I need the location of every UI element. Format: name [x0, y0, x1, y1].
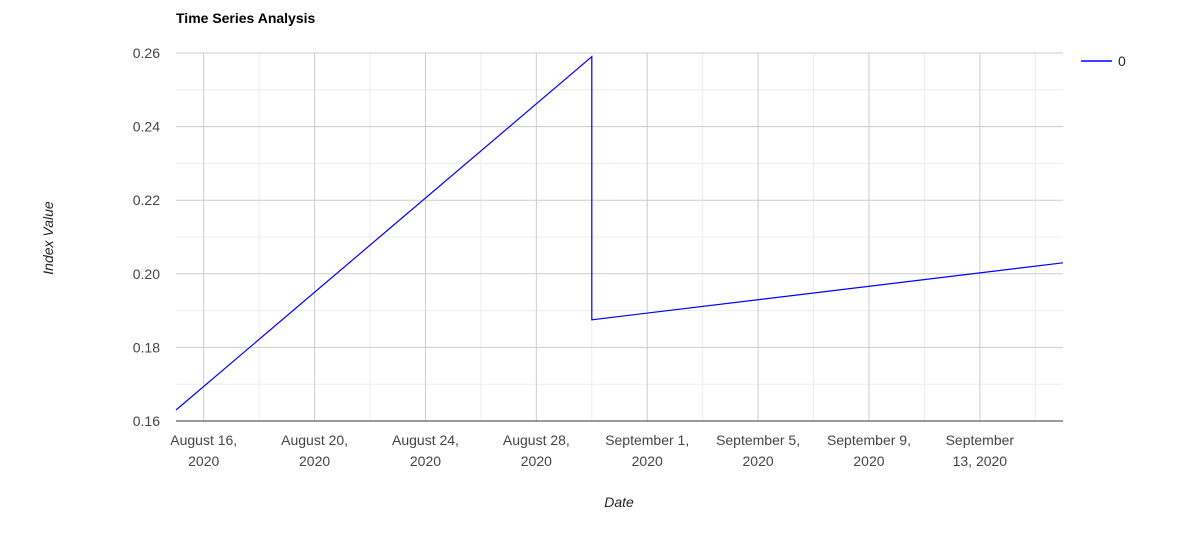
x-tick-label: September 1, 2020: [605, 432, 689, 469]
x-tick-label: August 20, 2020: [281, 432, 348, 469]
y-tick-label: 0.18: [133, 339, 160, 355]
x-tick-label: September 9, 2020: [827, 432, 911, 469]
x-tick-label: September 5, 2020: [716, 432, 800, 469]
y-axis-title: Index Value: [40, 201, 56, 275]
x-axis-ticks: August 16, 2020 August 20, 2020 August 24, 20…: [170, 432, 1014, 469]
y-tick-label: 0.26: [133, 45, 160, 61]
y-tick-label: 0.20: [133, 266, 160, 282]
x-axis-title: Date: [604, 494, 634, 510]
x-tick-label: August 16, 2020: [170, 432, 237, 469]
x-tick-label: September 13, 2020: [946, 432, 1015, 469]
x-tick-label: August 28, 2020: [503, 432, 570, 469]
series-line-0: [175, 55, 1064, 411]
y-tick-label: 0.16: [133, 413, 160, 429]
x-tick-label: August 24, 2020: [392, 432, 459, 469]
series-lines: [175, 55, 1064, 411]
legend-label: 0: [1118, 53, 1126, 69]
y-axis-ticks: 0.16 0.18 0.20 0.22 0.24 0.26: [133, 45, 160, 429]
chart-title: Time Series Analysis: [176, 10, 316, 26]
major-gridlines: [176, 52, 1063, 422]
y-tick-label: 0.24: [133, 119, 160, 135]
minor-gridlines: [176, 53, 1063, 421]
legend: 0: [1081, 53, 1126, 69]
y-tick-label: 0.22: [133, 192, 160, 208]
